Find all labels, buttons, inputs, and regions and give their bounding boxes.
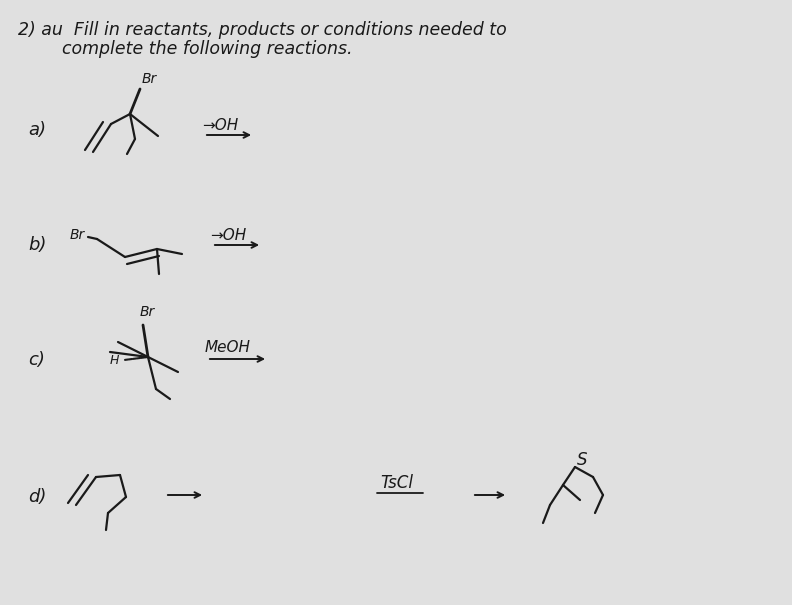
Text: complete the following reactions.: complete the following reactions. xyxy=(18,40,352,58)
Text: Br: Br xyxy=(142,72,158,86)
Text: H: H xyxy=(110,355,120,367)
Text: a): a) xyxy=(28,121,46,139)
Text: b): b) xyxy=(28,236,47,254)
Text: Br: Br xyxy=(140,305,155,319)
Text: TsCl: TsCl xyxy=(380,474,413,492)
Text: →OH: →OH xyxy=(202,117,238,132)
Text: S: S xyxy=(577,451,588,469)
Text: c): c) xyxy=(28,351,45,369)
Text: MeOH: MeOH xyxy=(205,339,251,355)
Text: d): d) xyxy=(28,488,47,506)
Text: 2) au  Fill in reactants, products or conditions needed to: 2) au Fill in reactants, products or con… xyxy=(18,21,507,39)
Text: Br: Br xyxy=(70,228,86,242)
Text: →OH: →OH xyxy=(210,227,246,243)
